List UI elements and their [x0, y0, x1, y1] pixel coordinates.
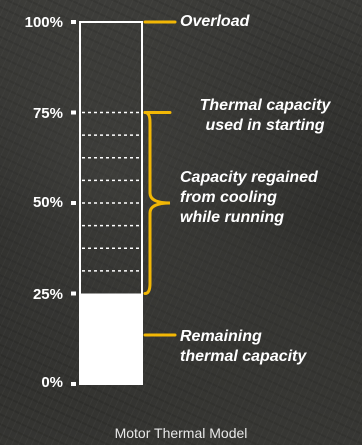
- remaining-capacity-callout: Remaining thermal capacity: [180, 327, 306, 367]
- overload-callout: Overload: [180, 12, 249, 32]
- scale-tick-100: [71, 20, 76, 24]
- scale-marks: [71, 20, 76, 386]
- scale-tick-25: [71, 291, 76, 296]
- scale-label-75: 75%: [32, 105, 63, 122]
- capacity-regained-line1: Capacity regained: [180, 169, 318, 186]
- capacity-regained-callout: Capacity regained from cooling while run…: [180, 168, 318, 228]
- callout-leaders: [143, 20, 177, 337]
- scale-label-100: 100%: [24, 14, 63, 31]
- scale-label-50: 50%: [32, 194, 63, 211]
- thermal-capacity-line2: used in starting: [205, 117, 325, 134]
- remaining-capacity-line1: Remaining: [180, 328, 262, 345]
- scale-label-0: 0%: [41, 374, 63, 391]
- capacity-regained-line2: from cooling: [180, 189, 277, 206]
- bar-outline: [79, 21, 143, 385]
- capacity-regained-brace: [143, 111, 171, 295]
- thermal-bar: [79, 21, 143, 385]
- remaining-capacity-fill: [80, 293, 142, 384]
- thermal-capacity-line1: Thermal capacity: [199, 97, 331, 114]
- remaining-capacity-line2: thermal capacity: [180, 348, 307, 365]
- capacity-regained-line3: while running: [180, 209, 284, 226]
- thermal-capacity-callout: Thermal capacity used in starting: [170, 96, 360, 136]
- scale-tick-50: [71, 201, 76, 205]
- scale-tick-75: [71, 110, 76, 115]
- overload-label: Overload: [180, 13, 250, 30]
- diagram-caption: Motor Thermal Model: [114, 425, 248, 441]
- scale-label-25: 25%: [32, 286, 63, 303]
- scale-tick-0: [71, 382, 76, 386]
